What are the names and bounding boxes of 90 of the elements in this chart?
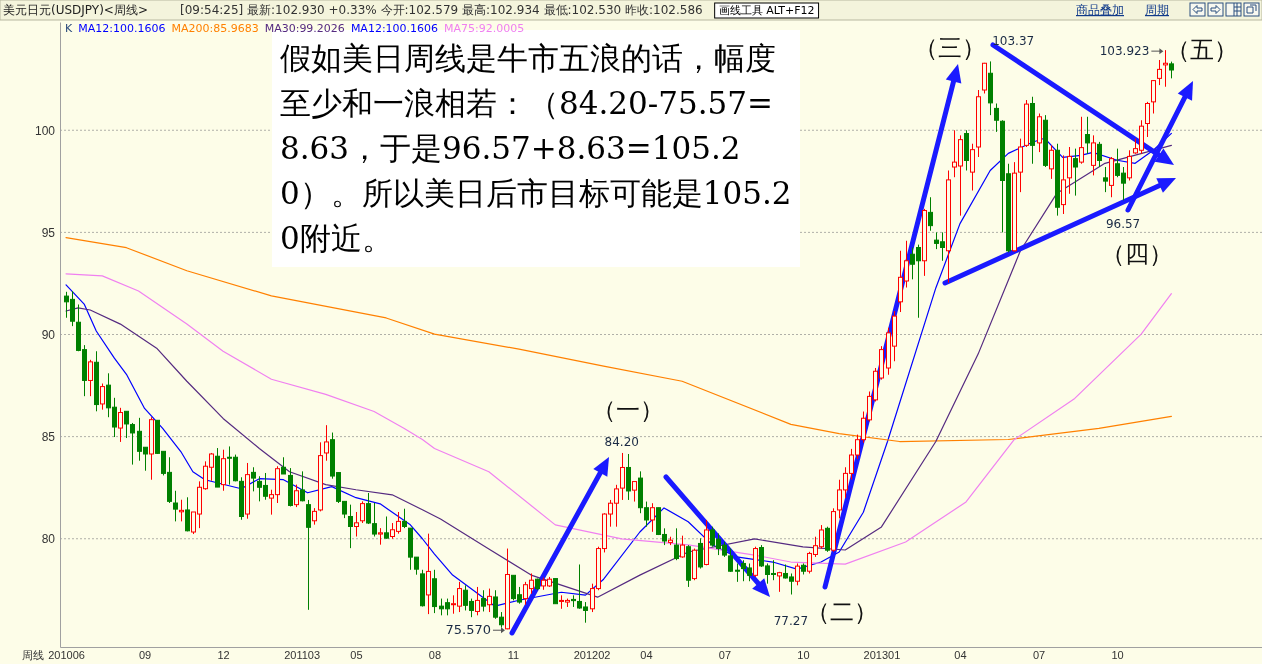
y-tick-label: 85 [41,429,56,444]
candlestick [487,588,492,613]
chart-subtitle: [09:54:25] 最新:102.930 +0.33% 今开:102.579 最高:102.934 最低:102.530 昨收:102.586 [180,3,703,17]
x-tick-label: 10 [797,648,810,661]
annotation: 96.57 [1105,217,1141,232]
candlestick [795,562,800,586]
annotation: （五） [1166,36,1238,64]
candlestick [626,453,631,501]
x-tick-label: 07 [1032,648,1046,661]
text: MA12:100.1606 [78,22,166,35]
candlestick [1157,59,1162,86]
candlestick [1091,134,1096,176]
x-tick-label: 04 [954,648,967,661]
annotation: K [65,22,73,35]
candlestick [650,502,655,533]
chart-title: 美元日元(USDJPY)<周线> [3,3,148,17]
candlestick [680,535,685,559]
candlestick [251,466,256,492]
annotation: （一） [592,396,664,424]
candlestick [118,407,123,443]
annotation: MA12:100.1606 [350,22,439,35]
candlestick [735,562,740,583]
candlestick [481,589,486,612]
candlestick [1085,116,1090,155]
line-series [65,273,1172,565]
text: 周期 [1145,3,1169,17]
annotation: 假如美日周线是牛市五浪的话，幅度至少和一浪相若：（84.20-75.57=8.63，于是96.57+8.63=105.20）。所以美日后市目标可能是105.20附近。 [280,40,792,256]
candlestick [294,484,299,508]
candlestick [475,586,480,616]
candlestick [1145,101,1150,138]
annotation: 84.20 [604,434,639,449]
candlestick [825,526,830,553]
x-tick-label: 201202 [573,648,611,661]
annotation: （四） [1101,240,1173,268]
candlestick [698,537,703,570]
candlestick [384,515,389,540]
y-tick-label: 100 [34,123,56,138]
candlestick [1097,141,1102,168]
x-axis-title: 周线 [22,649,44,662]
candlestick [100,383,105,411]
candlestick [1163,49,1168,88]
candlestick [674,527,679,561]
y-tick-label: 90 [41,327,56,342]
candlestick [928,196,933,232]
candlestick [173,490,178,522]
x-tick-label: 08 [428,648,442,661]
annotation: （二） [806,598,878,626]
candlestick [1103,166,1108,193]
text: MA200:85.9683 [171,22,259,35]
candlestick [1151,79,1156,114]
annotation: 75.570 [445,622,491,638]
annotation: 103.923 [1099,44,1150,59]
candlestick [1127,149,1132,181]
text: MA30:99.2026 [264,22,345,35]
candlestick [426,533,431,615]
candlestick [360,500,365,524]
candlestick [185,496,190,532]
candlestick [324,424,329,462]
x-tick-label: 09 [138,648,152,661]
x-tick-label: 201006 [48,648,85,661]
text: MA75:92.0005 [444,22,525,35]
x-tick-label: 201103 [284,648,321,661]
candlestick [88,359,93,397]
x-tick-label: 10 [1111,648,1124,661]
x-tick-label: 11 [507,648,520,661]
candlestick [179,499,184,522]
candlestick [970,143,975,191]
x-tick-label: 201301 [863,648,901,661]
x-tick-label: 07 [718,648,732,661]
x-tick-label: 12 [217,648,230,661]
candlestick [402,508,407,529]
text: 商品叠加 [1076,3,1124,17]
candlestick [1073,148,1078,197]
x-tick-label: 05 [350,648,363,661]
candlestick [306,499,311,611]
candlestick [1079,116,1084,165]
candlestick [1049,144,1054,180]
y-tick-label: 95 [41,225,56,240]
annotation: 77.27 [773,613,809,628]
candlestick [1067,146,1072,195]
candlestick [994,103,999,133]
text: 画线工具 ALT+F12 [718,4,815,17]
candlestick [348,504,353,549]
candlestick [300,470,305,502]
x-tick-label: 04 [640,648,653,661]
y-tick-label: 80 [41,532,56,547]
annotation: 103.37 [992,34,1035,49]
candlestick [632,481,637,503]
candlestick [354,511,359,537]
annotation: （三） [914,34,986,62]
